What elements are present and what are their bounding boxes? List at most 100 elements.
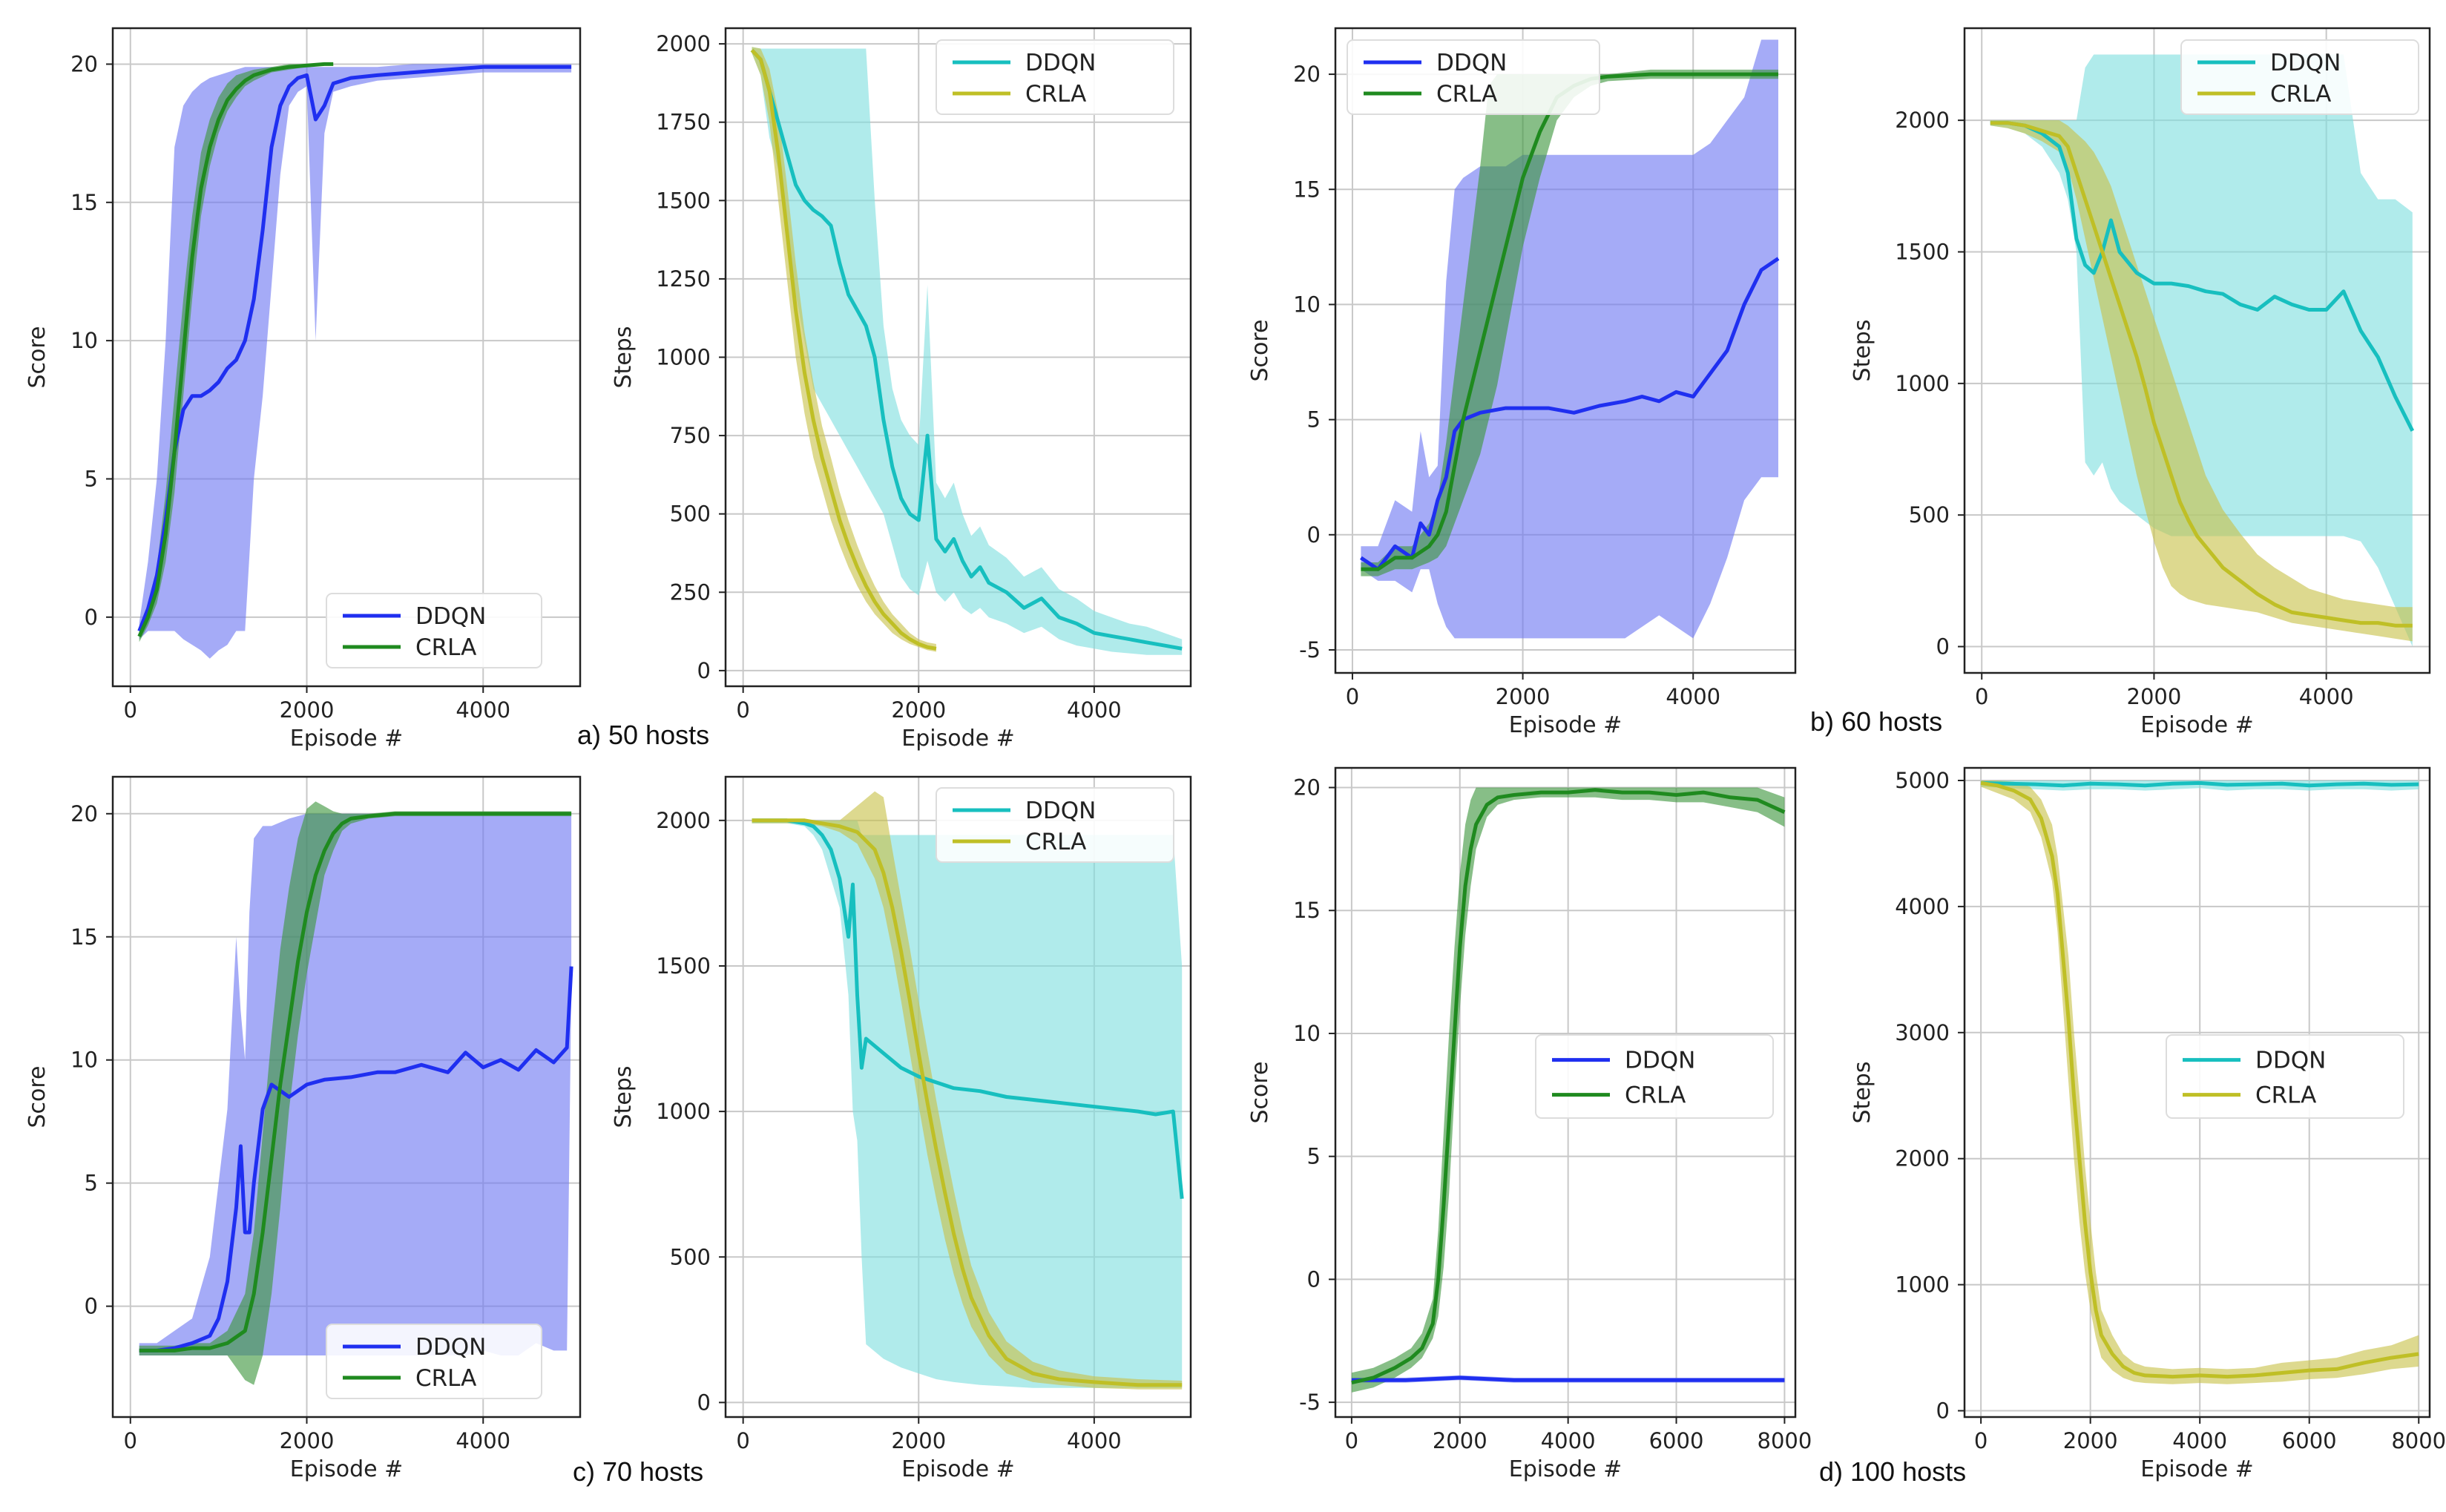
x-tick-label: 6000 (1649, 1428, 1704, 1453)
legend-label-crla: CRLA (2270, 81, 2331, 108)
chart-d-score: 0 2000 4000 6000 8000 -5 0 5 10 15 20 Episode # Scor… (1247, 766, 1812, 1482)
legend-label-crla: CRLA (1436, 81, 1497, 108)
x-axis-label: Episode # (290, 726, 404, 752)
series-line-crla (1990, 121, 2413, 628)
legend-label-ddqn: DDQN (415, 1334, 486, 1361)
y-tick-label: 5 (85, 1171, 98, 1196)
band-ddqn (752, 47, 1183, 655)
y-axis-label: Steps (1850, 320, 1875, 382)
x-tick-label: 0 (1974, 1428, 1988, 1453)
axes-frame (724, 775, 1192, 1419)
x-tick-label: 4000 (2299, 684, 2354, 709)
y-tick-label: -5 (1299, 1390, 1321, 1415)
chart-c-steps: 0 2000 4000 0 500 1000 1500 2000 Episode # Steps D… (611, 775, 1192, 1482)
caption-c: c) 70 hosts (573, 1456, 703, 1487)
x-tick-label: 4000 (1541, 1428, 1596, 1453)
chart-a-score: 0 2000 4000 0 5 10 15 20 Episode # Score DDQN CRLA (24, 27, 582, 752)
y-tick-label: 0 (1307, 1266, 1321, 1292)
legend-label-ddqn: DDQN (1025, 798, 1096, 824)
x-tick-label: 2000 (1496, 684, 1551, 709)
series-line-crla (137, 62, 334, 637)
legend-box (326, 1324, 542, 1399)
series-line-crla (1980, 780, 2419, 1379)
legend-label-ddqn: DDQN (1025, 50, 1096, 76)
legend-label-ddqn: DDQN (2270, 50, 2341, 76)
y-tick-label: 20 (1293, 775, 1321, 801)
legend-box (936, 39, 1174, 115)
series-line-ddqn (1351, 1375, 1785, 1382)
x-tick-label: 4000 (456, 1428, 510, 1453)
y-axis-label: Steps (1850, 1062, 1875, 1124)
x-axis-label: Episode # (901, 1456, 1015, 1482)
x-tick-label: 0 (736, 697, 749, 723)
band-ddqn (752, 820, 1183, 1388)
y-tick-label: 4000 (1895, 894, 1950, 919)
y-tick-label: 2000 (656, 31, 711, 56)
series-line-ddqn (1360, 257, 1780, 571)
y-axis-label: Score (1247, 319, 1273, 381)
y-tick-label: 0 (85, 605, 98, 630)
legend-label-crla: CRLA (415, 634, 476, 661)
series-line-ddqn (1990, 121, 2415, 432)
y-axis-label: Score (24, 326, 50, 388)
y-tick-label: 20 (1293, 62, 1321, 87)
y-tick-label: 5 (1307, 1144, 1321, 1169)
x-tick-label: 2000 (280, 1428, 335, 1453)
series-line-crla (1361, 72, 1778, 571)
axes-frame (1963, 766, 2431, 1419)
axes-frame (1334, 766, 1797, 1419)
x-tick-label: 0 (1346, 684, 1359, 709)
x-axis-label: Episode # (2140, 712, 2254, 738)
x-tick-label: 4000 (456, 697, 510, 723)
x-tick-label: 2000 (2063, 1428, 2118, 1453)
y-tick-label: 1500 (656, 953, 711, 979)
legend-label-crla: CRLA (1025, 829, 1086, 855)
series-line-crla (750, 48, 937, 651)
x-tick-label: 4000 (1067, 1428, 1122, 1453)
y-tick-label: 20 (70, 801, 98, 826)
legend-label-crla: CRLA (415, 1365, 476, 1392)
band-ddqn (139, 64, 572, 659)
y-tick-label: 500 (1909, 502, 1950, 527)
y-tick-label: 1500 (1895, 239, 1950, 264)
y-tick-label: 0 (1936, 634, 1950, 660)
x-axis-label: Episode # (290, 1456, 404, 1482)
legend-box (2166, 1034, 2404, 1119)
chart-c-score: 0 2000 4000 0 5 10 15 20 Episode # Score DDQN CRLA (24, 775, 582, 1482)
series-line-ddqn (137, 65, 572, 632)
x-tick-label: 4000 (2172, 1428, 2227, 1453)
y-tick-label: 2000 (1895, 1146, 1950, 1171)
chart-d-steps: 0 2000 4000 6000 8000 0 1000 2000 3000 4000 5000 Ep… (1850, 766, 2446, 1482)
y-tick-label: 0 (1936, 1398, 1950, 1424)
y-axis-label: Steps (611, 326, 637, 389)
y-tick-label: 750 (670, 423, 711, 448)
x-tick-label: 8000 (1758, 1428, 1812, 1453)
series-line-ddqn (750, 48, 1183, 651)
y-tick-label: 15 (1293, 177, 1321, 202)
band-crla (1990, 120, 2413, 642)
legend: DDQN CRLA (326, 1324, 542, 1399)
band-crla (752, 791, 1183, 1390)
chart-a-steps: 0 2000 4000 0 250 500 750 1000 1250 1500 1750 2000 E… (611, 27, 1192, 752)
legend: DDQN CRLA (936, 39, 1174, 115)
legend: DDQN CRLA (1347, 39, 1600, 115)
legend: DDQN CRLA (2180, 39, 2419, 115)
y-tick-label: 15 (70, 190, 98, 215)
legend-label-crla: CRLA (1025, 81, 1086, 108)
legend: DDQN CRLA (2166, 1034, 2404, 1119)
series-line-crla (752, 818, 1183, 1387)
series-line-crla (1351, 788, 1786, 1385)
y-axis-label: Score (24, 1065, 50, 1128)
legend-box (1347, 39, 1600, 115)
y-tick-label: 20 (70, 51, 98, 76)
x-tick-label: 4000 (1666, 684, 1720, 709)
axes-frame (1334, 27, 1797, 674)
y-tick-label: 3000 (1895, 1020, 1950, 1045)
x-tick-label: 6000 (2282, 1428, 2337, 1453)
band-crla (1361, 69, 1778, 576)
x-tick-label: 0 (124, 697, 137, 723)
caption-a: a) 50 hosts (577, 720, 709, 750)
y-tick-label: 5 (1307, 407, 1321, 433)
y-tick-label: 10 (70, 1048, 98, 1073)
